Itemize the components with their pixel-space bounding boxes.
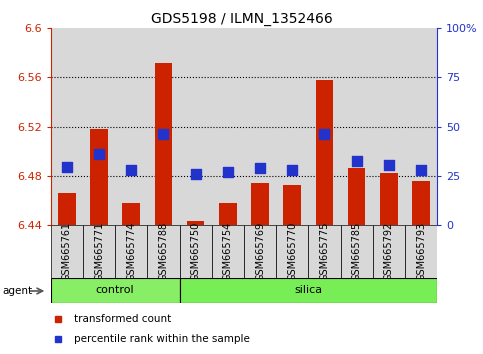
Point — [353, 158, 360, 164]
Bar — [147, 225, 180, 278]
Text: GSM665754: GSM665754 — [223, 222, 233, 281]
Point — [417, 167, 425, 172]
Bar — [276, 225, 308, 278]
Text: percentile rank within the sample: percentile rank within the sample — [74, 335, 250, 344]
Text: transformed count: transformed count — [74, 314, 171, 325]
Bar — [58, 193, 76, 225]
Bar — [187, 221, 204, 225]
Bar — [122, 203, 140, 225]
Point — [321, 131, 328, 137]
Text: silica: silica — [294, 285, 322, 295]
Bar — [244, 225, 276, 278]
Text: GSM665771: GSM665771 — [94, 222, 104, 281]
Bar — [284, 185, 301, 225]
Bar — [155, 63, 172, 225]
Text: GSM665788: GSM665788 — [158, 222, 169, 281]
Point — [159, 131, 167, 137]
Bar — [219, 203, 237, 225]
Text: GSM665769: GSM665769 — [255, 222, 265, 281]
Bar — [315, 80, 333, 225]
Bar — [51, 278, 180, 303]
Point — [63, 164, 71, 170]
Text: GSM665792: GSM665792 — [384, 222, 394, 281]
Bar — [212, 225, 244, 278]
Point — [192, 172, 199, 177]
Bar — [115, 225, 147, 278]
Bar — [251, 183, 269, 225]
Text: GSM665761: GSM665761 — [62, 222, 72, 281]
Bar — [380, 173, 398, 225]
Bar — [51, 225, 83, 278]
Text: agent: agent — [2, 286, 32, 296]
Text: control: control — [96, 285, 134, 295]
Bar — [180, 225, 212, 278]
Point — [256, 165, 264, 171]
Text: GDS5198 / ILMN_1352466: GDS5198 / ILMN_1352466 — [151, 12, 332, 27]
Bar — [412, 181, 430, 225]
Point — [385, 162, 393, 167]
Bar — [405, 225, 437, 278]
Bar — [348, 168, 366, 225]
Text: GSM665785: GSM665785 — [352, 222, 362, 281]
Point — [128, 167, 135, 172]
Point — [224, 169, 232, 175]
Text: GSM665793: GSM665793 — [416, 222, 426, 281]
Bar — [373, 225, 405, 278]
Text: GSM665774: GSM665774 — [126, 222, 136, 281]
Bar — [180, 278, 437, 303]
Bar — [308, 225, 341, 278]
Point — [288, 167, 296, 172]
Text: GSM665750: GSM665750 — [191, 222, 200, 281]
Point — [95, 151, 103, 156]
Text: GSM665775: GSM665775 — [319, 222, 329, 281]
Bar — [341, 225, 373, 278]
Text: GSM665770: GSM665770 — [287, 222, 297, 281]
Bar — [90, 129, 108, 225]
Bar — [83, 225, 115, 278]
